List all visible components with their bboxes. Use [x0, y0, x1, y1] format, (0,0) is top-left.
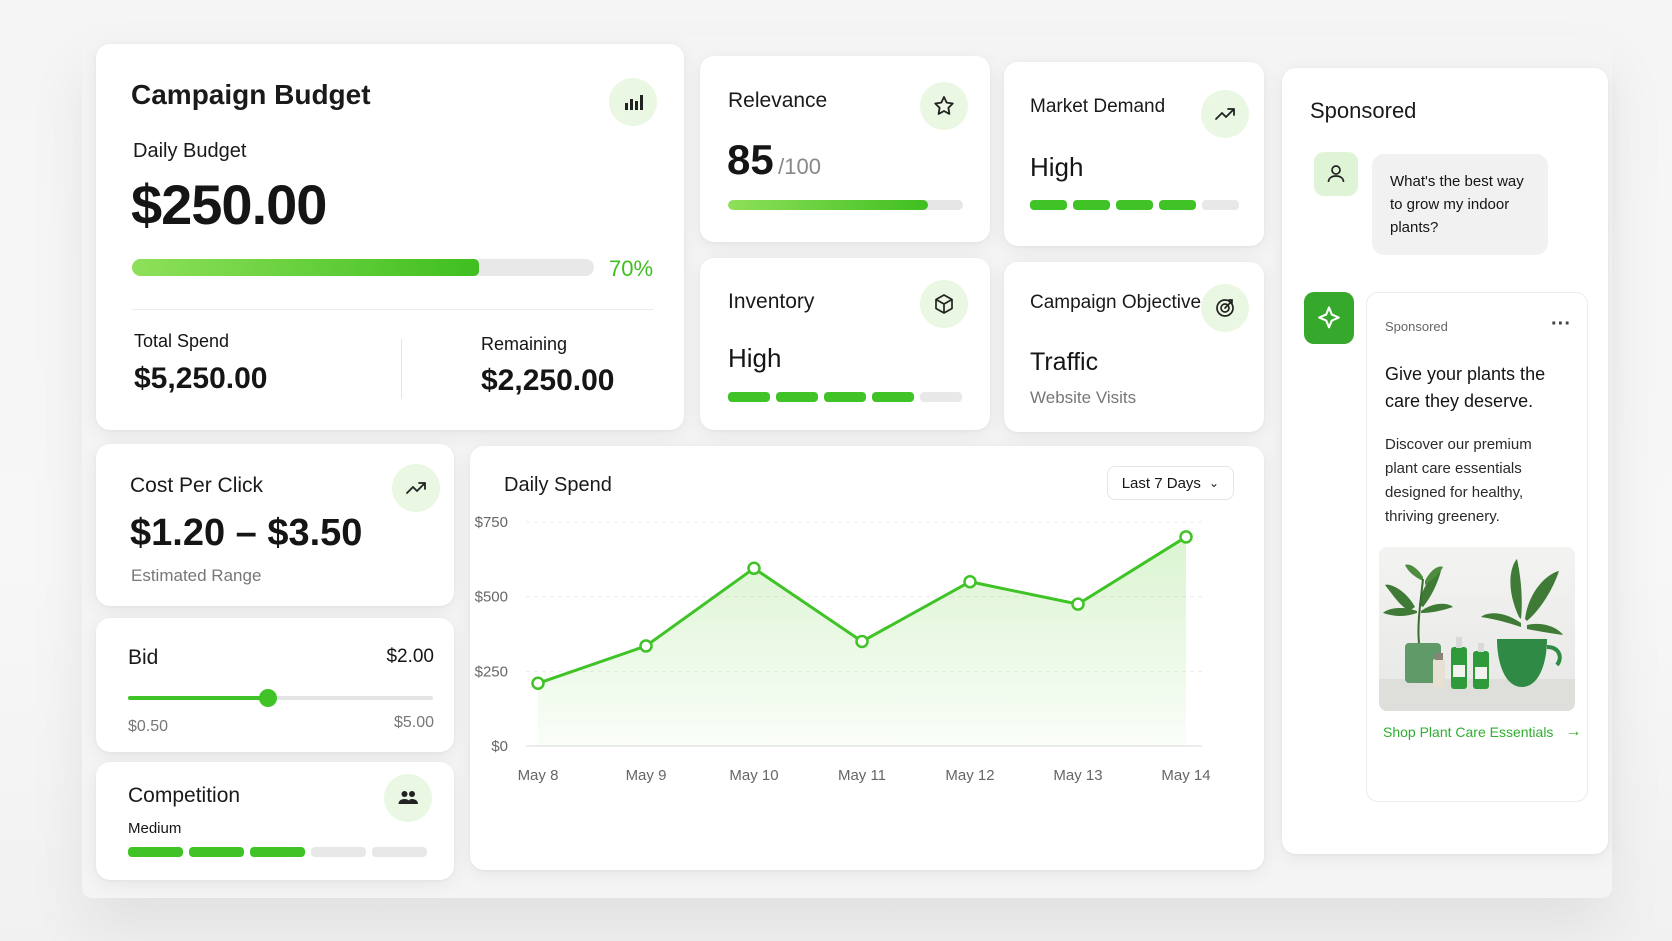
remaining-value: $2,250.00 [481, 364, 615, 397]
competition-level [128, 847, 427, 857]
bar-chart-icon [609, 78, 657, 126]
data-point-may-11 [855, 634, 869, 649]
x-tick-label: May 9 [626, 767, 667, 784]
budget-progress-percent: 70% [609, 256, 654, 281]
bid-max-label: $5.00 [393, 714, 434, 731]
cost-per-click-card: Cost Per Click $1.20 – $3.50 Estimated R… [96, 444, 454, 606]
total-spend-value: $5,250.00 [134, 362, 268, 395]
inventory-title: Inventory [728, 290, 815, 313]
ad-sponsored-label: Sponsored [1385, 319, 1448, 334]
user-avatar [1314, 152, 1358, 196]
arrow-right-icon: → [1565, 723, 1582, 740]
x-tick-label: May 13 [1053, 767, 1102, 784]
more-options-icon[interactable]: ··· [1551, 313, 1571, 335]
market-demand-card: Market Demand High [1004, 62, 1264, 246]
chevron-down-icon: ⌄ [1208, 476, 1219, 490]
inventory-level [728, 392, 962, 402]
star-icon [920, 82, 968, 130]
y-tick-label: $250 [475, 663, 508, 680]
campaign-budget-title: Campaign Budget [131, 79, 371, 110]
budget-divider [132, 309, 654, 310]
bid-slider-fill [128, 696, 269, 700]
x-tick-label: May 14 [1161, 767, 1210, 784]
daily-spend-card: Daily Spend Last 7 Days ⌄ $0 $250 $500 $750… [470, 446, 1264, 870]
data-point-may-14 [1179, 530, 1193, 544]
bid-min-label: $0.50 [128, 718, 169, 735]
bid-title: Bid [128, 646, 159, 669]
range-dropdown[interactable]: Last 7 Days ⌄ [1106, 466, 1234, 500]
budget-progress-bar [132, 259, 594, 276]
ad-card[interactable]: Sponsored ··· Give your plants the care … [1366, 292, 1588, 802]
user-question-bubble: What's the best way to grow my indoor pl… [1372, 154, 1548, 255]
daily-budget-value: $250.00 [131, 173, 327, 236]
relevance-score-value: 85 [727, 136, 774, 183]
trend-up-icon [1201, 90, 1249, 138]
spend-divider [401, 339, 402, 399]
relevance-score-max: /100 [778, 154, 821, 179]
sponsored-panel: Sponsored What's the best way to grow my… [1282, 68, 1608, 854]
sponsored-title: Sponsored [1310, 98, 1417, 123]
x-tick-label: May 11 [838, 767, 886, 784]
y-tick-label: $500 [475, 589, 508, 606]
ad-headline: Give your plants the care they deserve. [1385, 364, 1546, 411]
box-icon [920, 280, 968, 328]
data-point-may-9 [639, 639, 653, 653]
competition-value: Medium [128, 820, 182, 837]
x-tick-label: May 12 [945, 767, 994, 784]
plant-products-illustration [1379, 559, 1575, 711]
market-demand-value: High [1030, 152, 1084, 182]
campaign-objective-title: Campaign Objective [1030, 292, 1202, 313]
assistant-avatar [1304, 292, 1354, 344]
user-icon [1327, 165, 1345, 183]
relevance-title: Relevance [728, 89, 828, 112]
relevance-progress-bar [728, 200, 963, 210]
range-dropdown-label: Last 7 Days [1121, 474, 1201, 492]
people-icon [384, 774, 432, 822]
daily-budget-label: Daily Budget [133, 140, 247, 162]
daily-spend-title: Daily Spend [504, 474, 612, 496]
ad-product-image [1379, 547, 1575, 711]
bid-slider-handle[interactable] [259, 689, 278, 707]
daily-spend-chart: $0 $250 $500 $750 May 8 May 9 May 10 May 11 May … [475, 514, 1211, 784]
relevance-card: Relevance 85 /100 [700, 56, 990, 242]
data-point-may-12 [963, 574, 977, 589]
data-point-may-8 [531, 676, 545, 691]
trend-up-icon [392, 464, 440, 512]
x-tick-label: May 8 [518, 767, 559, 784]
ad-body: Discover our premium plant care essentia… [1385, 436, 1532, 525]
data-point-may-13 [1071, 597, 1085, 611]
inventory-value: High [728, 343, 782, 373]
bid-value: $2.00 [386, 646, 434, 667]
sparkle-icon [1318, 306, 1340, 329]
bid-slider-track[interactable] [128, 689, 433, 707]
campaign-budget-card: Campaign Budget Daily Budget $250.00 70%… [96, 44, 684, 430]
campaign-objective-card: Campaign Objective Traffic Website Visit… [1004, 262, 1264, 432]
data-point-may-10 [747, 561, 761, 576]
total-spend-label: Total Spend [134, 331, 230, 351]
ad-cta-link[interactable]: Shop Plant Care Essentials → [1383, 723, 1581, 741]
market-demand-level [1030, 200, 1239, 210]
relevance-score: 85 /100 [727, 136, 821, 184]
competition-title: Competition [128, 784, 241, 807]
cost-per-click-sub: Estimated Range [131, 566, 262, 585]
campaign-objective-sub: Website Visits [1030, 388, 1137, 407]
cost-per-click-title: Cost Per Click [130, 474, 264, 497]
bid-card: Bid $2.00 $0.50 $5.00 [96, 618, 454, 752]
y-tick-label: $0 [491, 738, 508, 755]
remaining-label: Remaining [481, 334, 568, 354]
cost-per-click-value: $1.20 – $3.50 [130, 512, 363, 554]
target-icon [1201, 284, 1249, 332]
x-tick-label: May 10 [729, 767, 778, 784]
y-tick-label: $750 [475, 514, 508, 531]
ad-cta-label: Shop Plant Care Essentials [1383, 724, 1554, 740]
market-demand-title: Market Demand [1030, 96, 1166, 117]
inventory-card: Inventory High [700, 258, 990, 430]
competition-card: Competition Medium [96, 762, 454, 880]
campaign-objective-value: Traffic [1030, 348, 1099, 376]
